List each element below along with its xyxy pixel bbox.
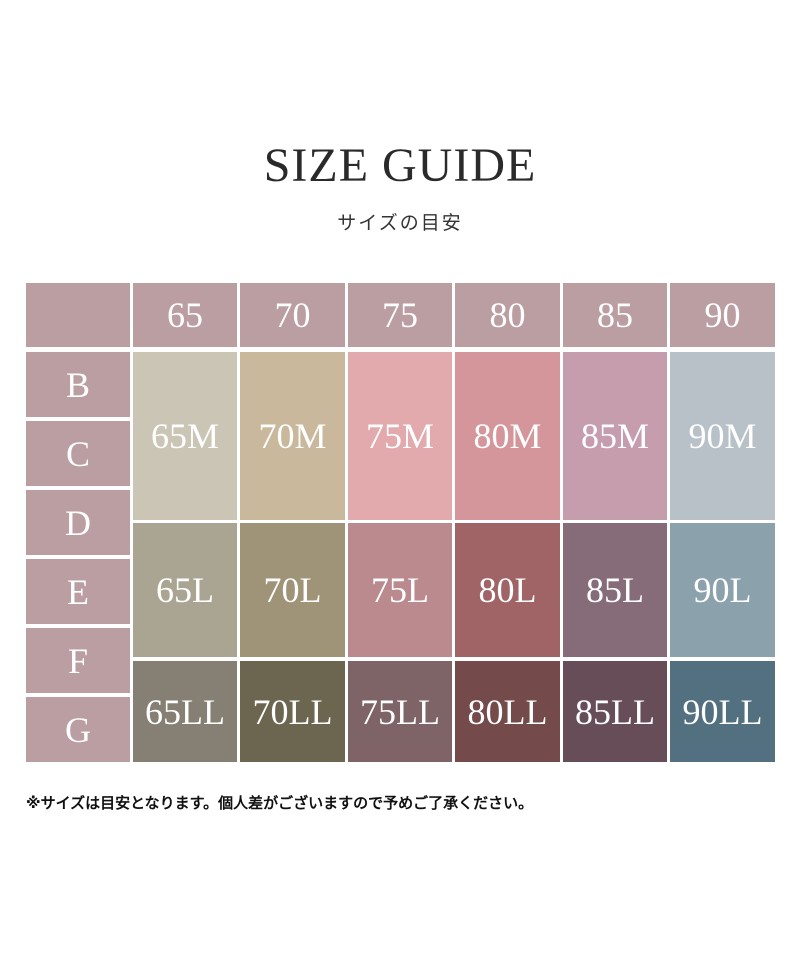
column-header: 75 <box>348 283 452 347</box>
size-cell: 85L <box>563 523 667 657</box>
row-header: E <box>26 559 130 624</box>
size-cell: 70LL <box>240 661 345 762</box>
row-header: C <box>26 421 130 486</box>
row-header: G <box>26 697 130 762</box>
row-header: F <box>26 628 130 693</box>
column-header: 70 <box>240 283 345 347</box>
size-cell: 80M <box>455 352 560 520</box>
size-cell: 65LL <box>133 661 237 762</box>
row-header: D <box>26 490 130 555</box>
page-title: SIZE GUIDE <box>263 139 537 192</box>
size-cell: 90LL <box>670 661 775 762</box>
size-cell: 70L <box>240 523 345 657</box>
size-cell: 90L <box>670 523 775 657</box>
size-cell: 65M <box>133 352 237 520</box>
size-cell: 85LL <box>563 661 667 762</box>
row-header: B <box>26 352 130 417</box>
column-header: 80 <box>455 283 560 347</box>
size-cell: 80L <box>455 523 560 657</box>
size-cell: 70M <box>240 352 345 520</box>
column-header: 90 <box>670 283 775 347</box>
page-subtitle: サイズの目安 <box>337 212 463 234</box>
size-cell: 85M <box>563 352 667 520</box>
size-cell: 75LL <box>348 661 452 762</box>
size-cell: 75M <box>348 352 452 520</box>
column-header: 85 <box>563 283 667 347</box>
size-cell: 65L <box>133 523 237 657</box>
size-cell: 75L <box>348 523 452 657</box>
size-cell: 90M <box>670 352 775 520</box>
disclaimer-note: ※サイズは目安となります。個人差がございますので予めご了承ください。 <box>26 794 534 812</box>
corner-cell <box>26 283 130 347</box>
size-cell: 80LL <box>455 661 560 762</box>
column-header: 65 <box>133 283 237 347</box>
